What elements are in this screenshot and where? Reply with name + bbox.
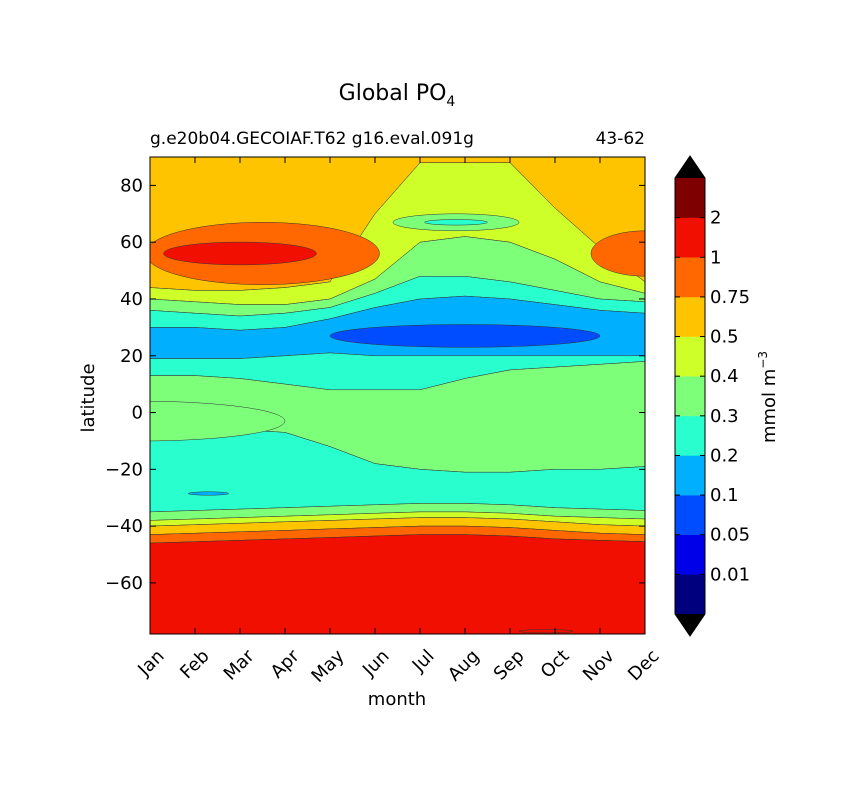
colorbar-segment <box>675 574 705 615</box>
contour-features <box>150 213 645 634</box>
colorbar-tick-label: 0.1 <box>710 485 739 506</box>
colorbar-segment <box>675 495 705 535</box>
contour-feature-1 <box>518 629 574 634</box>
colorbar-tick-label: 0.4 <box>710 366 739 387</box>
y-tick-label: 80 <box>120 175 143 196</box>
contour-band-1 <box>150 534 645 634</box>
contour-feature-0p1 <box>187 491 230 496</box>
x-tick-label: Aug <box>444 646 484 686</box>
colorbar-tick-label: 0.3 <box>710 406 739 427</box>
colorbar-tick-label: 0.5 <box>710 327 739 348</box>
colorbar-tick-label: 2 <box>710 208 721 229</box>
x-tick-label: Jan <box>133 646 168 681</box>
colorbar-segment <box>675 455 705 496</box>
chart-title: Global PO4 <box>339 81 456 110</box>
x-tick-label: Dec <box>624 646 663 685</box>
x-axis-label: month <box>368 689 426 710</box>
x-tick-label: Jun <box>358 646 393 681</box>
colorbar-segment <box>675 336 705 377</box>
y-tick-label: 0 <box>132 403 143 424</box>
x-tick-label: Sep <box>490 646 529 685</box>
chart-title-subscript: 4 <box>446 94 455 110</box>
colorbar-extend-min <box>675 614 705 636</box>
y-tick-label: −20 <box>105 459 143 480</box>
x-tick-label: Apr <box>267 645 304 682</box>
colorbar-segment <box>675 178 705 218</box>
contour-feature-2 <box>163 241 317 266</box>
colorbar-tick-label: 0.2 <box>710 445 739 466</box>
chart-subtitle-left: g.e20b04.GECOIAF.T62 g16.eval.091g <box>150 129 474 149</box>
plot-frame <box>149 156 646 635</box>
colorbar-tick-label: 0.75 <box>710 287 750 308</box>
colorbar-segment <box>675 534 705 575</box>
colorbar-segment <box>675 257 705 298</box>
y-axis: 80 60 40 20 0 −20 −40 −60 <box>105 175 645 594</box>
colorbar-segment <box>675 376 705 417</box>
contour-feature-0p05 <box>329 324 601 348</box>
colorbar-label-superscript: −3 <box>756 351 770 369</box>
colorbar-outline <box>674 155 706 637</box>
x-tick-label: Feb <box>176 646 213 683</box>
x-tick-label: Oct <box>537 646 574 683</box>
y-tick-label: 40 <box>120 289 143 310</box>
chart-subtitle-right: 43-62 <box>596 129 645 149</box>
contour-feature-1 <box>590 230 645 277</box>
colorbar-segment <box>675 296 705 337</box>
x-tick-label: Nov <box>579 645 619 685</box>
x-tick-label: May <box>307 645 348 686</box>
contour-feature-0p3 <box>150 400 286 442</box>
colorbar-segment <box>675 415 705 456</box>
colorbar-segment <box>675 217 705 258</box>
contour-bands <box>150 157 645 634</box>
y-tick-label: −60 <box>105 573 143 594</box>
y-axis-label: latitude <box>78 363 99 432</box>
colorbar-extend-max <box>675 156 705 178</box>
colorbar-tick-label: 0.05 <box>710 525 750 546</box>
contour-feature-0p2 <box>424 219 488 226</box>
x-tick-label: Jul <box>408 646 439 677</box>
colorbar-label: mmol m−3 <box>756 351 780 443</box>
colorbar-tick-label: 1 <box>710 247 721 268</box>
x-tick-label: Mar <box>220 645 259 684</box>
y-tick-label: 60 <box>120 232 143 253</box>
colorbar-tick-label: 0.01 <box>710 564 750 585</box>
colorbar: 0.01 0.05 0.1 0.2 0.3 0.4 0.5 0.75 1 2 <box>674 155 750 637</box>
y-tick-label: 20 <box>120 346 143 367</box>
y-tick-label: −40 <box>105 516 143 537</box>
plot-area <box>150 157 645 634</box>
